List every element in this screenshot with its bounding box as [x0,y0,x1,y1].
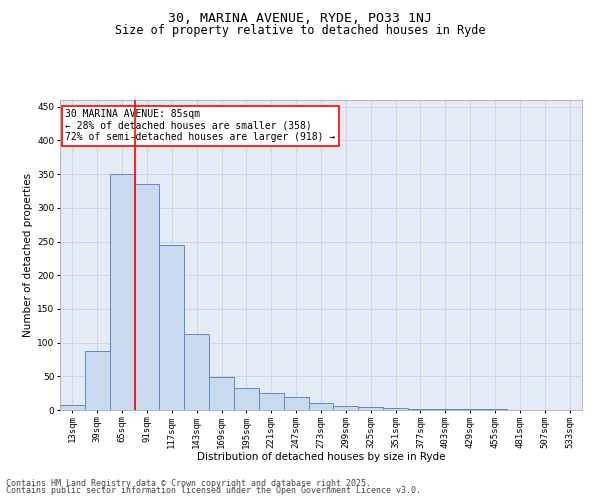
Bar [209,377,234,410]
Bar [184,334,209,410]
Text: 30 MARINA AVENUE: 85sqm
← 28% of detached houses are smaller (358)
72% of semi-d: 30 MARINA AVENUE: 85sqm ← 28% of detache… [65,110,335,142]
Text: Contains HM Land Registry data © Crown copyright and database right 2025.: Contains HM Land Registry data © Crown c… [6,478,371,488]
Y-axis label: Number of detached properties: Number of detached properties [23,173,33,337]
Bar [259,393,284,410]
Text: Contains public sector information licensed under the Open Government Licence v3: Contains public sector information licen… [6,486,421,495]
Bar [284,396,308,410]
Bar [408,408,433,410]
Bar [334,406,358,410]
X-axis label: Distribution of detached houses by size in Ryde: Distribution of detached houses by size … [197,452,445,462]
Bar [85,350,110,410]
Bar [308,402,334,410]
Text: 30, MARINA AVENUE, RYDE, PO33 1NJ: 30, MARINA AVENUE, RYDE, PO33 1NJ [168,12,432,26]
Bar [160,245,184,410]
Bar [383,408,408,410]
Bar [358,408,383,410]
Bar [110,174,134,410]
Bar [134,184,160,410]
Bar [60,406,85,410]
Bar [234,388,259,410]
Text: Size of property relative to detached houses in Ryde: Size of property relative to detached ho… [115,24,485,37]
